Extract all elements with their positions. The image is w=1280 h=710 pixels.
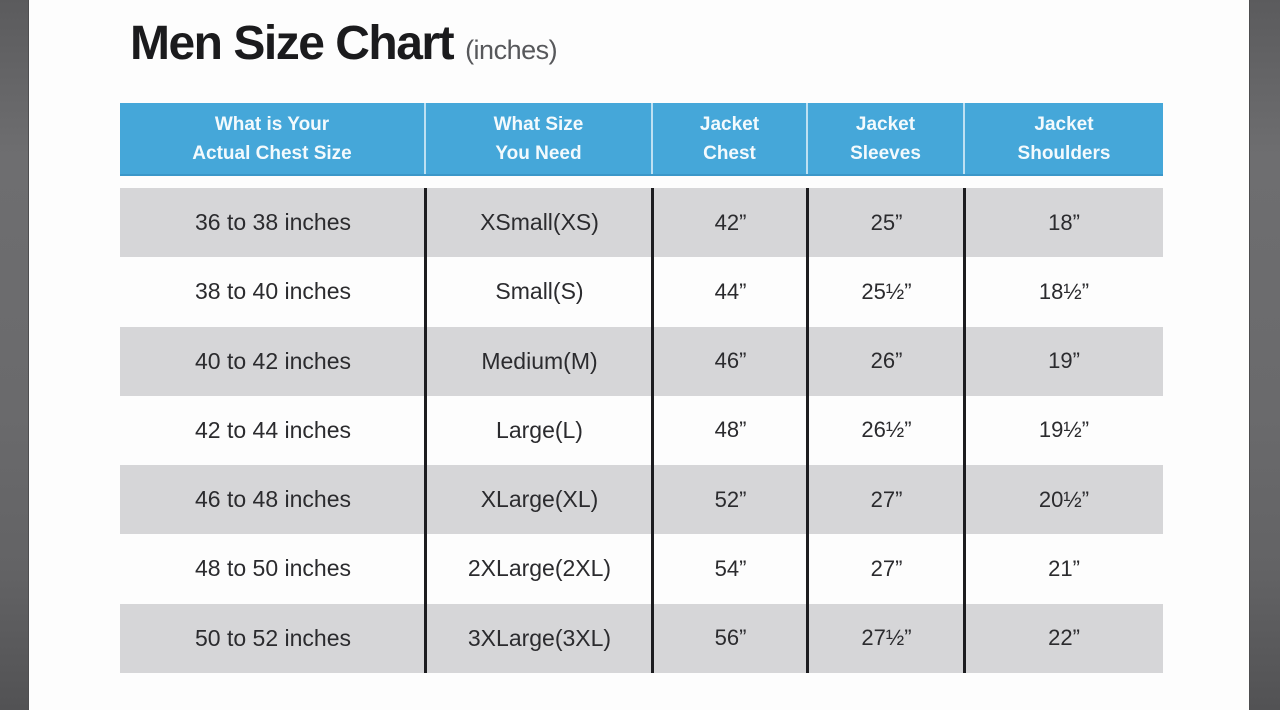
header-line: Shoulders xyxy=(1017,142,1111,164)
header-cell-jacket-shoulders: Jacket Shoulders xyxy=(965,103,1163,174)
cell-jacket-chest: 52” xyxy=(714,486,747,512)
size-chart-table: What is Your Actual Chest Size What Size… xyxy=(120,103,1163,673)
header-cell-jacket-sleeves: Jacket Sleeves xyxy=(808,103,965,174)
header-line: Jacket xyxy=(855,113,916,135)
cell-chest-range: 40 to 42 inches xyxy=(194,347,351,374)
column-divider xyxy=(651,188,654,673)
cell-jacket-shoulders: 18½” xyxy=(1038,278,1090,304)
page-title: Men Size Chart (inches) xyxy=(130,16,558,71)
table-body: 36 to 38 inches XSmall(XS) 42” 25” 18” 3… xyxy=(120,188,1163,673)
header-line: Chest xyxy=(703,142,756,164)
cell-jacket-chest: 46” xyxy=(714,348,747,374)
cell-size: 3XLarge(3XL) xyxy=(467,624,612,651)
table-row: 36 to 38 inches XSmall(XS) 42” 25” 18” xyxy=(120,188,1163,258)
cell-jacket-shoulders: 19½” xyxy=(1038,417,1090,443)
cell-size: 2XLarge(2XL) xyxy=(467,555,612,582)
column-divider xyxy=(806,188,809,673)
cell-jacket-sleeves: 27” xyxy=(870,555,903,581)
table-row: 48 to 50 inches 2XLarge(2XL) 54” 27” 21” xyxy=(120,534,1163,603)
column-divider xyxy=(963,188,966,673)
cell-jacket-shoulders: 18” xyxy=(1048,209,1080,235)
header-cell-jacket-chest: Jacket Chest xyxy=(653,103,808,174)
cell-size: Small(S) xyxy=(495,278,584,305)
cell-jacket-chest: 44” xyxy=(714,278,747,304)
header-line: What Size xyxy=(493,113,584,135)
table-row: 46 to 48 inches XLarge(XL) 52” 27” 20½” xyxy=(120,465,1163,535)
cell-jacket-chest: 48” xyxy=(714,417,747,443)
cell-jacket-sleeves: 27½” xyxy=(861,625,912,651)
cell-jacket-chest: 56” xyxy=(714,625,747,651)
cell-jacket-sleeves: 27” xyxy=(870,486,903,512)
cell-jacket-chest: 42” xyxy=(714,209,747,235)
table-row: 50 to 52 inches 3XLarge(3XL) 56” 27½” 22… xyxy=(120,603,1163,673)
cell-size: Large(L) xyxy=(496,416,583,443)
column-divider xyxy=(424,188,427,673)
cell-chest-range: 46 to 48 inches xyxy=(194,486,351,513)
cell-jacket-shoulders: 19” xyxy=(1048,348,1080,374)
cell-jacket-chest: 54” xyxy=(714,555,747,581)
table-row: 42 to 44 inches Large(L) 48” 26½” 19½” xyxy=(120,396,1163,465)
cell-chest-range: 38 to 40 inches xyxy=(194,278,351,305)
header-line: Jacket xyxy=(699,113,760,135)
cell-chest-range: 48 to 50 inches xyxy=(194,555,351,582)
cell-jacket-shoulders: 21” xyxy=(1048,555,1080,581)
table-row: 40 to 42 inches Medium(M) 46” 26” 19” xyxy=(120,326,1163,396)
header-line: Jacket xyxy=(1034,113,1094,135)
cell-jacket-shoulders: 20½” xyxy=(1038,486,1090,512)
header-line: Actual Chest Size xyxy=(192,142,352,164)
title-text: Men Size Chart xyxy=(130,17,455,70)
header-cell-size-needed: What Size You Need xyxy=(426,103,653,174)
cell-jacket-shoulders: 22” xyxy=(1048,625,1080,651)
header-line: You Need xyxy=(495,142,582,164)
cell-jacket-sleeves: 26” xyxy=(870,348,903,374)
header-line: What is Your xyxy=(214,113,330,135)
cell-chest-range: 36 to 38 inches xyxy=(194,209,351,236)
cell-size: XLarge(XL) xyxy=(480,486,599,513)
table-header-row: What is Your Actual Chest Size What Size… xyxy=(120,103,1163,176)
cell-jacket-sleeves: 25½” xyxy=(861,278,912,304)
cell-jacket-sleeves: 26½” xyxy=(861,417,912,443)
header-cell-chest-size: What is Your Actual Chest Size xyxy=(120,103,426,174)
cell-chest-range: 50 to 52 inches xyxy=(194,624,351,651)
cell-jacket-sleeves: 25” xyxy=(870,209,903,235)
title-units: (inches) xyxy=(465,35,558,65)
table-row: 38 to 40 inches Small(S) 44” 25½” 18½” xyxy=(120,257,1163,326)
cell-size: XSmall(XS) xyxy=(480,209,599,236)
header-line: Sleeves xyxy=(850,142,921,164)
right-frame-strip xyxy=(1249,0,1280,710)
cell-chest-range: 42 to 44 inches xyxy=(194,416,351,443)
left-frame-strip xyxy=(0,0,29,710)
cell-size: Medium(M) xyxy=(481,347,598,374)
